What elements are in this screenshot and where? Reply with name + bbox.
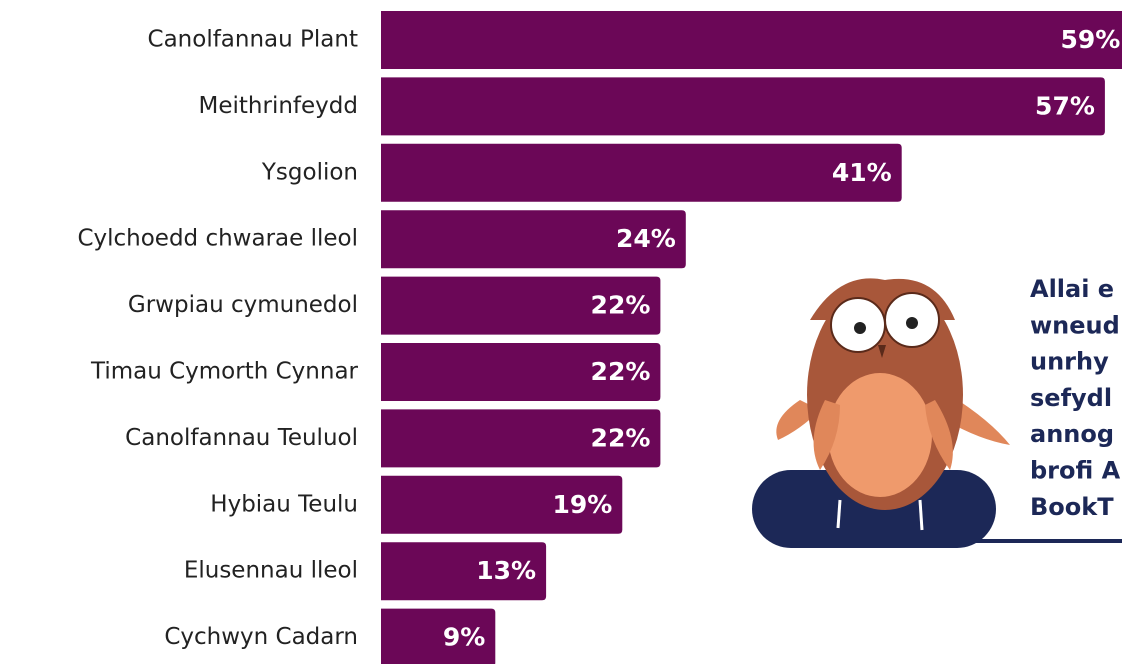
bar	[381, 11, 1122, 69]
category-label: Timau Cymorth Cynnar	[90, 359, 359, 385]
value-label: 41%	[832, 158, 892, 187]
value-label: 22%	[591, 357, 651, 386]
bar	[381, 475, 623, 534]
bar	[381, 143, 902, 202]
category-label: Cylchoedd chwarae lleol	[77, 226, 358, 252]
annotation-line: unrhy	[1030, 348, 1109, 376]
value-label: 57%	[1035, 91, 1095, 120]
bar	[381, 542, 547, 601]
value-label: 9%	[443, 623, 485, 652]
category-label: Hybiau Teulu	[210, 491, 358, 517]
value-label: 59%	[1060, 25, 1120, 54]
category-label: Meithrinfeydd	[199, 93, 358, 119]
category-label: Grwpiau cymunedol	[128, 292, 358, 318]
annotation-line: brofi A	[1030, 457, 1121, 485]
category-label: Elusennau lleol	[184, 558, 358, 584]
bar	[381, 343, 661, 401]
category-label: Cychwyn Cadarn	[164, 624, 358, 650]
value-label: 13%	[476, 556, 536, 585]
annotation-line: annog	[1030, 420, 1114, 448]
annotation-line: BookT	[1030, 493, 1114, 521]
bar	[381, 409, 661, 468]
bar	[381, 276, 661, 335]
owl-illustration	[752, 278, 1122, 548]
annotation-line: wneud	[1030, 311, 1120, 339]
value-label: 24%	[616, 224, 676, 253]
value-label: 19%	[552, 490, 612, 519]
bar	[381, 210, 686, 269]
category-label: Ysgolion	[261, 159, 358, 185]
value-label: 22%	[591, 423, 651, 452]
value-label: 22%	[591, 291, 651, 320]
annotation-line: sefydl	[1030, 384, 1112, 412]
bar	[381, 608, 496, 664]
annotation-line: Allai e	[1030, 275, 1114, 303]
category-label: Canolfannau Plant	[148, 27, 358, 53]
category-label: Canolfannau Teuluol	[125, 425, 358, 451]
bar	[381, 77, 1105, 136]
